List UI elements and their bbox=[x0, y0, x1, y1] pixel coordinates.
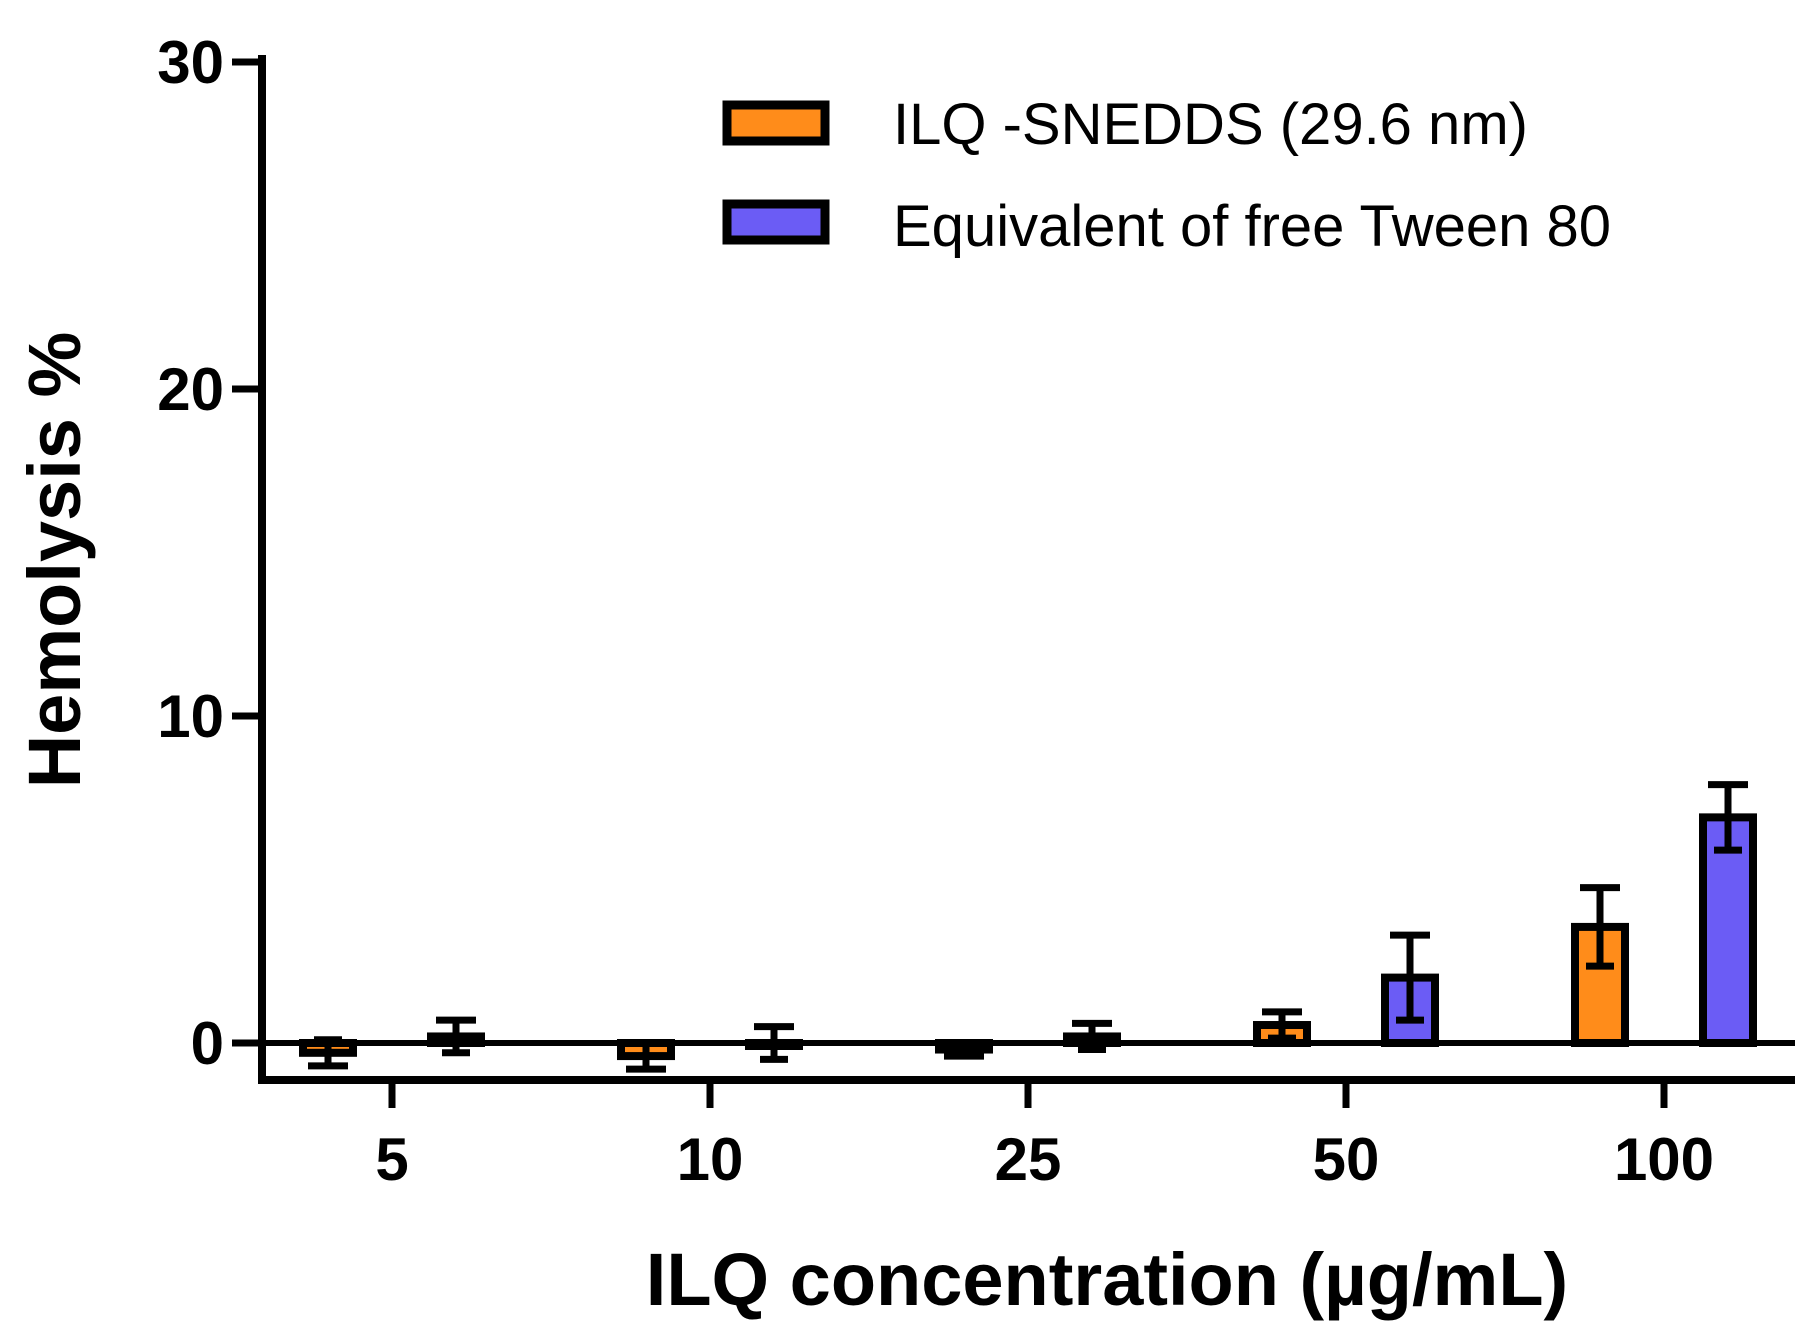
tick-labels: 0 10 20 30 5 10 25 50 100 bbox=[157, 29, 1714, 1193]
x-tick-label: 10 bbox=[677, 1126, 744, 1193]
y-tick-label: 20 bbox=[157, 356, 224, 423]
legend-label-snedds: ILQ -SNEDDS (29.6 nm) bbox=[893, 92, 1528, 157]
axes bbox=[232, 55, 1795, 1108]
y-tick-label: 0 bbox=[191, 1010, 224, 1077]
x-tick-label: 25 bbox=[995, 1126, 1062, 1193]
legend-swatch-snedds bbox=[722, 100, 830, 146]
y-axis-title: Hemolysis % bbox=[13, 332, 96, 789]
bar-tween80-100 bbox=[1699, 813, 1757, 1047]
legend-swatch-tween80 bbox=[722, 199, 830, 245]
x-tick-label: 5 bbox=[375, 1126, 408, 1193]
x-tick-label: 100 bbox=[1614, 1126, 1714, 1193]
legend-label-tween80: Equivalent of free Tween 80 bbox=[893, 194, 1611, 259]
x-axis-title: ILQ concentration (µg/mL) bbox=[646, 1238, 1568, 1321]
legend: ILQ -SNEDDS (29.6 nm) Equivalent of free… bbox=[722, 92, 1611, 259]
y-tick-label: 30 bbox=[157, 29, 224, 96]
bars bbox=[299, 781, 1757, 1073]
x-tick-label: 50 bbox=[1313, 1126, 1380, 1193]
y-tick-label: 10 bbox=[157, 683, 224, 750]
